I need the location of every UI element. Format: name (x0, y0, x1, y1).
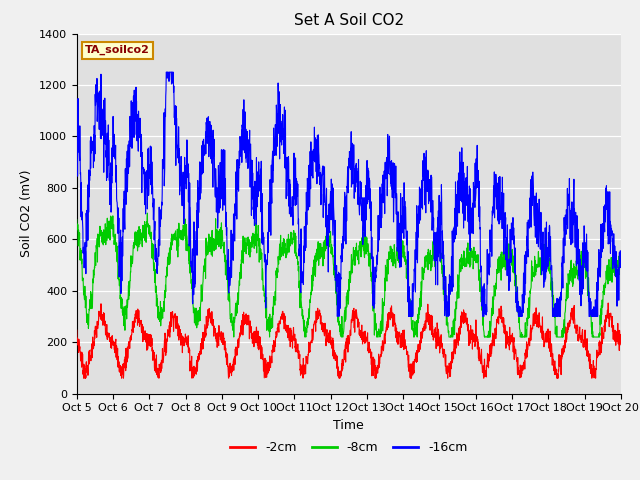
Title: Set A Soil CO2: Set A Soil CO2 (294, 13, 404, 28)
Text: TA_soilco2: TA_soilco2 (85, 45, 150, 55)
Legend: -2cm, -8cm, -16cm: -2cm, -8cm, -16cm (225, 436, 472, 459)
Y-axis label: Soil CO2 (mV): Soil CO2 (mV) (20, 170, 33, 257)
X-axis label: Time: Time (333, 419, 364, 432)
